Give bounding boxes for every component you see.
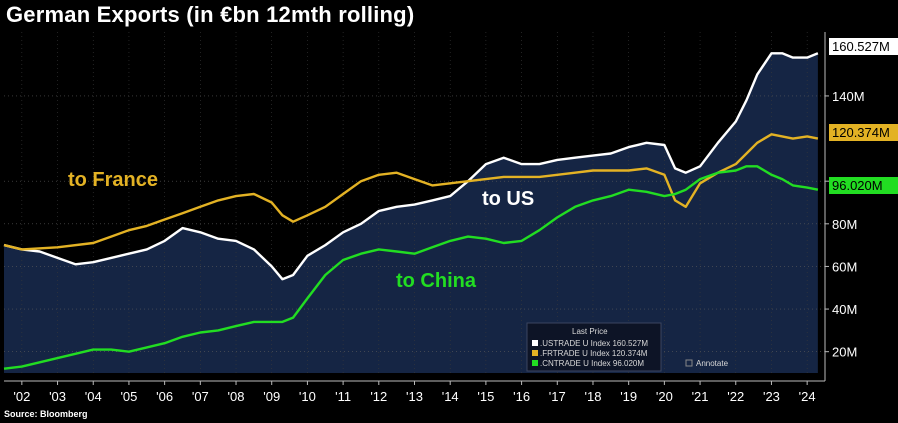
grid-lines (4, 32, 825, 373)
annotation-france: to France (68, 169, 158, 191)
series-line-china (3, 165, 819, 370)
legend-item-us: .USTRADE U Index 160.527M (540, 339, 648, 348)
x-tick-label: '23 (763, 389, 780, 404)
x-tick-label: '21 (692, 389, 709, 404)
source-note: Source: Bloomberg (4, 409, 88, 419)
legend: Last Price .USTRADE U Index 160.527M .FR… (526, 322, 729, 372)
last-value-tag-france: 120.374M (829, 124, 898, 141)
chart-title: German Exports (in €bn 12mth rolling) (6, 2, 415, 27)
x-tick-label: '17 (549, 389, 566, 404)
x-tick-label: '16 (513, 389, 530, 404)
last-value-tag-china-bg (829, 177, 898, 194)
y-tick-label: 80M (832, 217, 857, 232)
legend-box (526, 322, 662, 372)
y-tick-label: 20M (832, 345, 857, 360)
y-tick-label: 60M (832, 259, 857, 274)
x-tick-label: '08 (228, 389, 245, 404)
axes: 20M40M60M80M100M140M'02'03'04'05'06'07'0… (4, 32, 865, 404)
y-tick-label: 140M (832, 89, 865, 104)
x-tick-label: '04 (85, 389, 102, 404)
legend-item-france: .FRTRADE U Index 120.374M (540, 349, 648, 358)
legend-swatch-china (532, 360, 538, 366)
x-tick-label: '09 (263, 389, 280, 404)
legend-swatch-us (532, 340, 538, 346)
x-tick-label: '10 (299, 389, 316, 404)
last-value-tag-france-bg (829, 124, 898, 141)
x-tick-label: '22 (727, 389, 744, 404)
last-value-us: 160.527M (832, 39, 890, 54)
us-area-fill (4, 53, 818, 374)
last-value-tag-china: 96.020M (829, 177, 898, 194)
x-tick-label: '15 (477, 389, 494, 404)
legend-item-china: .CNTRADE U Index 96.020M (540, 359, 644, 368)
annotate-icon[interactable] (685, 359, 693, 367)
x-tick-label: '19 (620, 389, 637, 404)
x-tick-label: '20 (656, 389, 673, 404)
x-tick-label: '05 (120, 389, 137, 404)
last-value-tag-us: 160.527M (829, 38, 898, 55)
x-tick-label: '14 (442, 389, 459, 404)
series-lines (3, 52, 819, 370)
x-tick-label: '13 (406, 389, 423, 404)
x-tick-label: '24 (799, 389, 816, 404)
legend-title: Last Price (572, 327, 608, 336)
x-tick-label: '18 (585, 389, 602, 404)
x-tick-label: '06 (156, 389, 173, 404)
last-value-tag-us-bg (829, 38, 898, 55)
x-tick-label: '03 (49, 389, 66, 404)
area-us (4, 53, 818, 374)
annotation-china: to China (396, 270, 477, 292)
x-tick-label: '07 (192, 389, 209, 404)
last-value-china: 96.020M (832, 178, 883, 193)
series-line-us (3, 52, 819, 281)
annotate-button[interactable]: Annotate (696, 359, 729, 368)
x-tick-label: '12 (370, 389, 387, 404)
x-tick-label: '11 (335, 389, 351, 404)
x-tick-label: '02 (13, 389, 30, 404)
last-value-france: 120.374M (832, 125, 890, 140)
legend-swatch-france (532, 350, 538, 356)
annotation-us: to US (482, 188, 534, 210)
y-tick-label: 40M (832, 302, 857, 317)
